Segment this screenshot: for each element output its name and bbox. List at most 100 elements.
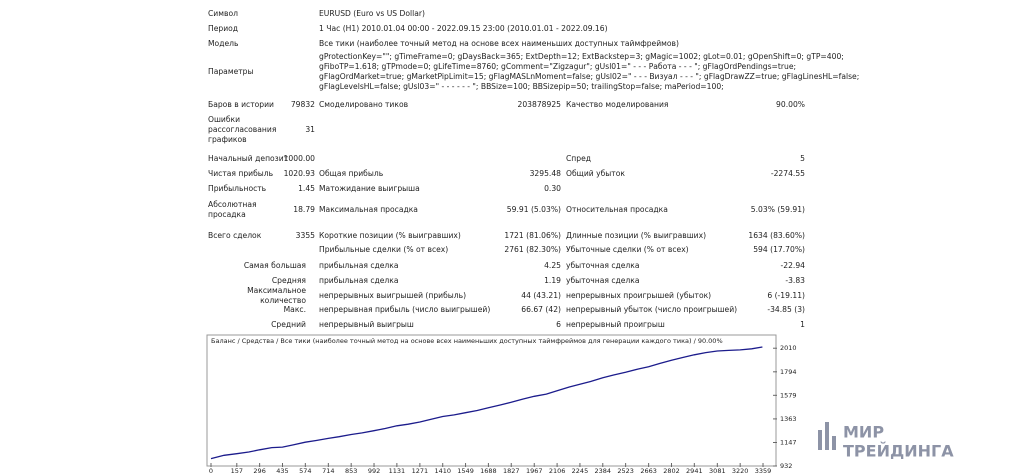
legend: Баланс / Средства / Все тики (наиболее т… — [211, 337, 723, 345]
stat-label: Короткие позиции (% выигравших) — [319, 231, 461, 240]
field-value: gFlagOrdMarket=true; gMarketPipLimit=15;… — [319, 72, 859, 81]
stat-label: прибыльная сделка — [319, 261, 399, 270]
x-tick-label: 2106 — [549, 467, 566, 473]
stat-label: Убыточные сделки (% от всех) — [566, 245, 689, 254]
x-tick-label: 2245 — [572, 467, 589, 473]
stat-label: прибыльная сделка — [319, 276, 399, 285]
stat-value: 594 (17.70%) — [753, 245, 805, 254]
stat-label: Средний — [271, 320, 306, 329]
stat-label: убыточная сделка — [566, 276, 640, 285]
stat-label: Абсолютная просадка — [208, 200, 257, 219]
x-tick-label: 992 — [368, 467, 380, 473]
x-tick-label: 2663 — [640, 467, 657, 473]
stat-label: непрерывная прибыль (число выигрышей) — [319, 305, 490, 314]
stat-value: -34.85 (3) — [767, 305, 805, 314]
stat-value: 31 — [305, 125, 315, 134]
field-value: EURUSD (Euro vs US Dollar) — [319, 9, 425, 18]
stat-value: 1000.00 — [284, 154, 316, 163]
stat-value: 59.91 (5.03%) — [507, 205, 561, 214]
stat-value: 6 (-19.11) — [767, 291, 805, 300]
stat-label: непрерывных выигрышей (прибыль) — [319, 291, 466, 300]
stat-value: 1.19 — [544, 276, 561, 285]
stat-value: 6 — [556, 320, 561, 329]
stat-label: Ошибки рассогласования графиков — [208, 115, 276, 144]
stat-label: Длинные позиции (% выигравших) — [566, 231, 706, 240]
x-tick-label: 2802 — [663, 467, 680, 473]
field-value: gFiboTP=1.618; gTPmode=0; gLifeTime=8760… — [319, 62, 796, 71]
stat-value: 1020.93 — [284, 169, 316, 178]
stat-label: Чистая прибыль — [208, 169, 274, 178]
x-tick-label: 853 — [345, 467, 357, 473]
stat-label: Всего сделок — [208, 231, 262, 240]
stat-label: непрерывных проигрышей (убыток) — [566, 291, 711, 300]
chart-frame — [206, 334, 777, 467]
field-value: 1 Час (H1) 2010.01.04 00:00 - 2022.09.15… — [319, 24, 608, 33]
stat-value: 90.00% — [776, 100, 805, 109]
stat-label: Спред — [566, 154, 591, 163]
stat-value: 1634 (83.60%) — [748, 231, 805, 240]
watermark: ТРЕЙДИНГА — [843, 442, 954, 461]
stat-value: 66.67 (42) — [521, 305, 561, 314]
field-label: Параметры — [208, 67, 253, 76]
stat-label: непрерывный убыток (число проигрышей) — [566, 305, 737, 314]
stat-value: 4.25 — [544, 261, 561, 270]
stat-value: 1.45 — [298, 184, 315, 193]
y-tick-label: 1147 — [780, 439, 797, 447]
y-tick-label: 932 — [780, 462, 792, 470]
x-tick-label: 296 — [253, 467, 265, 473]
field-label: Модель — [208, 39, 239, 48]
x-tick-label: 3220 — [732, 467, 749, 473]
stat-value: 79832 — [291, 100, 315, 109]
stat-label: непрерывный проигрыш — [566, 320, 665, 329]
stat-label: Максимальная просадка — [319, 205, 418, 214]
stat-value: 3355 — [296, 231, 315, 240]
stat-value: -22.94 — [781, 261, 806, 270]
stat-label: Средняя — [272, 276, 306, 285]
stat-label: Качество моделирования — [566, 100, 669, 109]
stat-label: Макс. — [284, 305, 306, 314]
field-value: gProtectionKey=""; gTimeFrame=0; gDaysBa… — [319, 52, 844, 61]
watermark-icon — [818, 422, 836, 450]
stat-value: -2274.55 — [771, 169, 805, 178]
field-label: Символ — [208, 9, 238, 18]
y-tick-label: 1363 — [780, 415, 797, 423]
stat-value: 44 (43.21) — [521, 291, 561, 300]
x-tick-label: 1967 — [526, 467, 543, 473]
x-tick-label: 1688 — [480, 467, 497, 473]
x-tick-label: 2941 — [686, 467, 703, 473]
x-tick-label: 1549 — [457, 467, 474, 473]
stat-value: 3295.48 — [530, 169, 562, 178]
stat-label: Общий убыток — [566, 169, 625, 178]
stat-label: непрерывный выигрыш — [319, 320, 414, 329]
stat-value: 5.03% (59.91) — [751, 205, 805, 214]
stat-label: Относительная просадка — [566, 205, 668, 214]
x-tick-label: 435 — [276, 467, 288, 473]
stat-label: убыточная сделка — [566, 261, 640, 270]
x-tick-label: 1271 — [412, 467, 429, 473]
stat-value: -3.83 — [785, 276, 805, 285]
x-tick-label: 2523 — [617, 467, 634, 473]
stat-label: Матожидание выигрыша — [319, 184, 420, 193]
stat-label: Баров в истории — [208, 100, 274, 109]
balance-line — [210, 346, 763, 460]
x-tick-label: 574 — [299, 467, 311, 473]
x-tick-label: 3081 — [709, 467, 726, 473]
stat-value: 1 — [800, 320, 805, 329]
x-tick-label: 2384 — [595, 467, 612, 473]
watermark: МИР — [843, 423, 884, 442]
field-value: Все тики (наиболее точный метод на основ… — [319, 39, 679, 48]
stat-label: Прибыльность — [208, 184, 267, 193]
x-tick-label: 157 — [231, 467, 243, 473]
x-tick-label: 1410 — [434, 467, 451, 473]
y-tick-label: 1794 — [780, 368, 797, 376]
x-tick-label: 3359 — [755, 467, 772, 473]
y-tick-label: 2010 — [780, 344, 797, 352]
stat-value: 203878925 — [518, 100, 562, 109]
stat-label: Общая прибыль — [319, 169, 384, 178]
field-value: gFlagLevelsHL=false; gUsl03=" - - - - - … — [319, 82, 724, 91]
stat-label: Начальный депозит — [208, 154, 289, 163]
x-tick-label: 714 — [322, 467, 334, 473]
stat-label: Прибыльные сделки (% от всех) — [319, 245, 448, 254]
